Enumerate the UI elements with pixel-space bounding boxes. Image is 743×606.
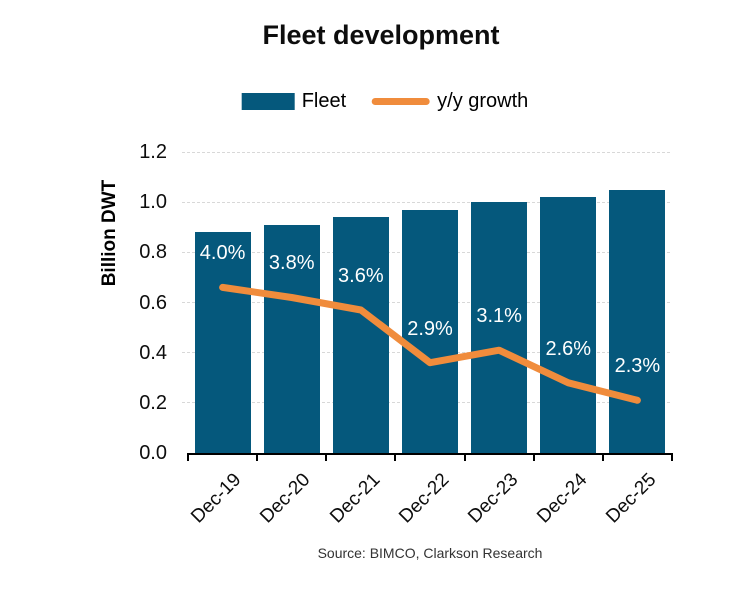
x-axis-tick: [394, 453, 397, 461]
fleet-legend-label: Fleet: [301, 90, 347, 112]
chart-title: Fleet development: [262, 20, 500, 50]
x-tick-label-dec-20: Dec-20: [256, 469, 315, 528]
y-tick-label-0.2: 0.2: [139, 391, 167, 414]
bar-dec-25: [609, 189, 666, 453]
y-tick-label-0.4: 0.4: [139, 341, 167, 364]
fleet-legend-swatch: [241, 93, 295, 110]
bar-dec-21: [332, 217, 389, 453]
bar-dec-22: [402, 209, 458, 453]
y-tick-label-0.8: 0.8: [139, 241, 167, 264]
y-tick-label-0.6: 0.6: [139, 291, 167, 314]
x-tick-label-dec-22: Dec-22: [394, 469, 454, 528]
bar-dec-20: [263, 224, 320, 453]
gridline-1.0: [182, 201, 672, 203]
bar-dec-23: [471, 202, 528, 453]
x-axis-tick: [187, 453, 189, 461]
growth-label-dec-22: 2.9%: [407, 317, 453, 340]
x-axis-tick: [256, 453, 259, 461]
x-tick-label-dec-19: Dec-19: [187, 469, 246, 528]
x-axis-tick: [601, 453, 604, 461]
x-axis-tick: [325, 453, 328, 461]
growth-label-dec-23: 3.1%: [476, 305, 522, 328]
x-tick-label-dec-23: Dec-23: [464, 469, 523, 528]
gridline-1.2: [182, 151, 672, 153]
y-tick-label-1.0: 1.0: [139, 191, 167, 214]
x-axis-line: [187, 452, 673, 455]
x-tick-label-dec-24: Dec-24: [533, 469, 592, 528]
growth-label-dec-24: 2.6%: [545, 337, 592, 360]
source-note: Source: BIMCO, Clarkson Research: [317, 545, 543, 561]
bar-dec-24: [540, 197, 597, 453]
x-axis-tick: [532, 453, 535, 461]
growth-legend-label: y/y growth: [437, 90, 529, 112]
x-tick-label-dec-25: Dec-25: [602, 469, 661, 528]
growth-line: [219, 283, 641, 404]
x-axis-tick: [671, 453, 673, 461]
growth-label-dec-19: 4.0%: [199, 242, 246, 265]
growth-label-dec-25: 2.3%: [614, 355, 661, 378]
y-tick-label-0.0: 0.0: [139, 442, 167, 464]
y-tick-label-1.2: 1.2: [139, 141, 167, 163]
growth-legend-line-icon: [372, 98, 431, 105]
x-tick-label-dec-21: Dec-21: [325, 469, 385, 528]
plot-area: 4.0% 3.8% 3.6% 2.9% 3.1% 2.6% 2.3%: [182, 151, 673, 461]
x-axis-tick: [463, 453, 466, 461]
growth-label-dec-21: 3.6%: [338, 265, 384, 288]
growth-label-dec-20: 3.8%: [268, 252, 315, 275]
legend: Fleet y/y growth: [241, 90, 529, 113]
bar-dec-19: [194, 232, 251, 453]
